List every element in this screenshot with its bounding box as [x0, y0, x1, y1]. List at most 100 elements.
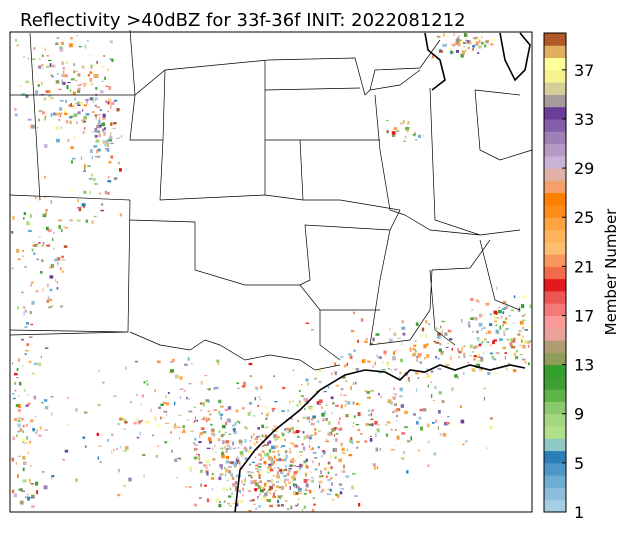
echo — [109, 135, 113, 140]
echo — [61, 255, 64, 258]
echo — [263, 494, 267, 498]
echo — [310, 417, 314, 421]
echo — [413, 413, 416, 416]
echo — [31, 494, 35, 499]
colorbar-segment — [544, 450, 566, 464]
echo — [266, 491, 269, 493]
echo — [334, 456, 337, 460]
echo — [229, 487, 232, 491]
echo — [204, 484, 207, 487]
echo — [455, 50, 459, 53]
echo — [211, 487, 214, 491]
echo — [101, 203, 104, 206]
echo — [193, 447, 196, 451]
echo — [232, 502, 236, 504]
echo — [379, 448, 382, 451]
echo — [30, 284, 32, 287]
echo — [390, 369, 392, 371]
echo — [25, 424, 28, 427]
echo — [209, 413, 212, 416]
echo — [188, 410, 193, 413]
echo — [220, 435, 224, 438]
echo — [42, 93, 44, 96]
echo — [394, 350, 397, 352]
echo — [296, 404, 300, 407]
echo — [257, 471, 260, 473]
echo — [283, 469, 288, 471]
echo — [200, 483, 203, 487]
echo — [418, 134, 421, 138]
echo — [370, 389, 374, 392]
echo — [70, 89, 72, 93]
echo — [38, 110, 42, 112]
echo — [41, 471, 45, 473]
echo — [505, 328, 509, 330]
echo — [236, 460, 239, 465]
echo — [211, 428, 215, 431]
echo — [29, 311, 32, 314]
colorbar-segment — [544, 438, 566, 452]
colorbar-tick-label: 5 — [574, 454, 584, 473]
echo — [228, 470, 232, 474]
echo — [261, 412, 263, 415]
echo — [198, 456, 201, 461]
echo — [258, 465, 262, 468]
echo — [523, 313, 526, 317]
echo — [522, 319, 526, 321]
echo — [496, 286, 498, 290]
echo — [24, 266, 27, 268]
echo — [105, 85, 109, 88]
echo — [431, 422, 435, 424]
echo — [112, 395, 117, 397]
echo — [521, 358, 526, 361]
echo — [42, 47, 46, 49]
echo — [484, 44, 487, 48]
echo — [412, 134, 416, 136]
echo — [313, 503, 316, 506]
echo — [125, 366, 127, 370]
echo — [450, 50, 452, 54]
echo — [97, 120, 101, 124]
echo — [332, 402, 335, 405]
echo — [296, 466, 300, 467]
echo — [56, 138, 60, 143]
echo — [335, 438, 338, 442]
echo — [287, 409, 290, 413]
echo — [472, 45, 475, 48]
echo — [442, 432, 447, 437]
echo — [515, 355, 519, 360]
echo — [208, 438, 212, 442]
echo — [218, 503, 222, 508]
echo — [136, 394, 138, 396]
echo — [410, 439, 412, 441]
echo — [257, 469, 262, 471]
echo — [91, 82, 93, 86]
echo — [110, 102, 115, 105]
echo — [47, 283, 49, 288]
echo — [374, 466, 376, 470]
echo — [331, 482, 333, 486]
echo — [30, 465, 32, 467]
echo — [273, 434, 276, 439]
echo — [101, 80, 104, 82]
echo — [463, 345, 466, 348]
echo — [303, 398, 306, 401]
echo — [460, 53, 464, 58]
echo — [90, 66, 93, 69]
echo — [378, 392, 380, 396]
echo — [62, 82, 66, 85]
echo — [189, 470, 192, 472]
echo — [340, 388, 344, 390]
echo — [267, 426, 270, 428]
echo — [401, 343, 403, 345]
echo — [17, 423, 21, 428]
echo — [445, 43, 447, 47]
echo — [11, 267, 14, 270]
echo — [280, 432, 284, 435]
echo — [240, 455, 244, 457]
echo — [338, 428, 343, 431]
echo — [279, 468, 281, 471]
echo — [305, 488, 307, 490]
echo — [487, 42, 489, 44]
echo — [244, 426, 248, 429]
